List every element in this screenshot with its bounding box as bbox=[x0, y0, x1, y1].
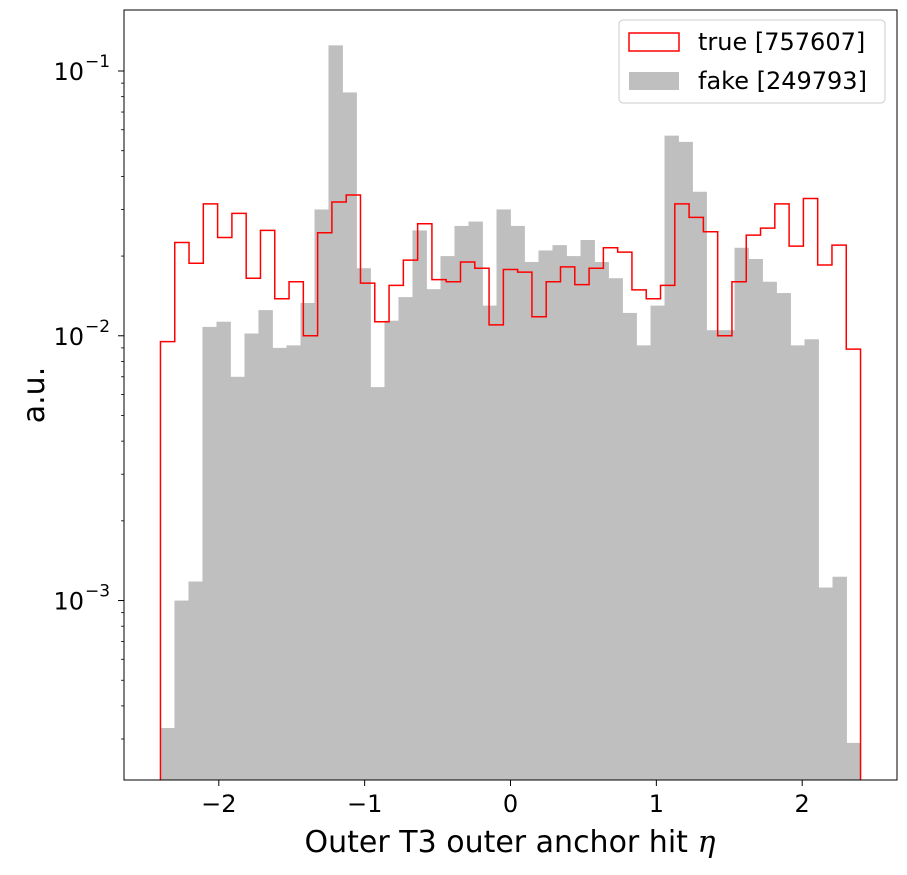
fake-bar bbox=[510, 225, 525, 780]
fake-bar bbox=[216, 321, 231, 780]
x-tick-label: −2 bbox=[201, 790, 236, 818]
legend-label-true: true [757607] bbox=[698, 28, 865, 56]
fake-bar bbox=[412, 230, 427, 781]
fake-bar bbox=[496, 209, 511, 780]
x-tick-label: −1 bbox=[347, 790, 382, 818]
y-tick-label: 10 bbox=[53, 588, 84, 616]
fake-bar bbox=[748, 258, 763, 780]
fake-bar bbox=[608, 278, 623, 780]
x-tick-label: 2 bbox=[795, 790, 810, 818]
fake-bar bbox=[790, 345, 805, 780]
fake-bar bbox=[818, 587, 833, 780]
fake-bar bbox=[426, 289, 441, 780]
fake-bar bbox=[524, 261, 539, 781]
fake-bar bbox=[804, 339, 819, 780]
x-tick-label: 0 bbox=[503, 790, 518, 818]
fake-bar bbox=[440, 256, 455, 781]
legend-label-fake: fake [249793] bbox=[698, 67, 867, 95]
y-axis-ticks: 10−310−210−1 bbox=[53, 52, 124, 740]
fake-bar bbox=[286, 345, 301, 780]
fake-bar bbox=[846, 742, 861, 780]
fake-bar bbox=[566, 256, 581, 781]
y-tick-label-exponent: −3 bbox=[85, 582, 110, 602]
y-tick-label-exponent: −2 bbox=[85, 317, 110, 337]
fake-bar bbox=[594, 261, 609, 781]
fake-bar bbox=[636, 345, 651, 780]
fake-bar bbox=[314, 209, 329, 780]
y-tick-label: 10 bbox=[53, 323, 84, 351]
fake-bar bbox=[580, 240, 595, 780]
fake-bar bbox=[342, 92, 357, 780]
fake-bar bbox=[678, 141, 693, 780]
fake-bar bbox=[706, 330, 721, 780]
fake-bar bbox=[272, 347, 287, 780]
fake-bar bbox=[776, 293, 791, 780]
fake-bar bbox=[482, 305, 497, 780]
legend-swatch-true bbox=[628, 32, 680, 52]
fake-bar bbox=[734, 247, 749, 780]
fake-bar bbox=[762, 281, 777, 780]
x-axis-label: Outer T3 outer anchor hit η bbox=[305, 825, 716, 860]
fake-bar bbox=[356, 268, 371, 780]
fake-bar bbox=[622, 312, 637, 780]
y-tick-label: 10 bbox=[53, 58, 84, 86]
y-axis-label: a.u. bbox=[17, 367, 52, 423]
true-series-step bbox=[159, 194, 862, 780]
fake-series-bars bbox=[160, 45, 861, 781]
legend-box bbox=[618, 19, 886, 104]
fake-bar bbox=[832, 576, 847, 780]
fake-bar bbox=[370, 387, 385, 780]
fake-bar bbox=[174, 600, 189, 780]
fake-bar bbox=[538, 250, 553, 781]
legend: true [757607] fake [249793] bbox=[618, 19, 886, 104]
fake-bar bbox=[468, 221, 483, 780]
x-axis-label-text: Outer T3 outer anchor hit bbox=[305, 825, 689, 860]
fake-bar bbox=[384, 320, 399, 780]
legend-swatch-fake bbox=[629, 72, 679, 90]
fake-bar bbox=[160, 728, 175, 780]
fake-bar bbox=[230, 376, 245, 780]
fake-bar bbox=[650, 305, 665, 780]
x-axis-label-symbol: η bbox=[697, 825, 715, 860]
fake-bar bbox=[258, 310, 273, 780]
fake-bar bbox=[552, 245, 567, 780]
fake-bar bbox=[202, 326, 217, 780]
x-axis-ticks: −2 −1 0 1 2 bbox=[201, 780, 810, 818]
true-step-line bbox=[159, 194, 862, 780]
fake-bar bbox=[300, 302, 315, 780]
fake-bar bbox=[692, 191, 707, 781]
fake-bar bbox=[398, 297, 413, 780]
fake-bar bbox=[454, 225, 469, 780]
x-tick-label: 1 bbox=[649, 790, 664, 818]
fake-bar bbox=[720, 330, 735, 780]
y-tick-label-exponent: −1 bbox=[85, 52, 110, 72]
fake-bar bbox=[664, 135, 679, 780]
fake-bar bbox=[244, 333, 259, 780]
fake-bar bbox=[328, 45, 343, 781]
fake-bar bbox=[188, 581, 203, 780]
